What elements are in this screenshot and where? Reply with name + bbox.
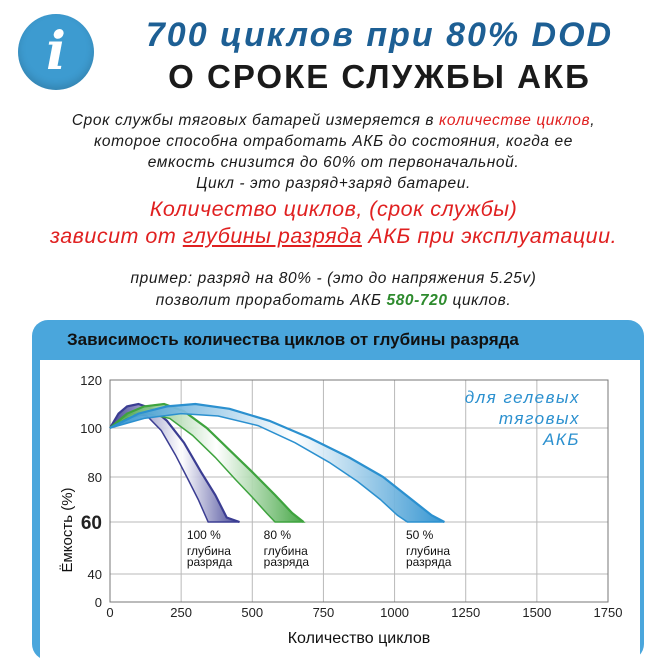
- series-label-depth: глубина: [187, 544, 231, 558]
- series-label-discharge: разряда: [406, 555, 452, 569]
- x-tick-label: 1750: [594, 605, 623, 620]
- headline-battery-life: О СРОКЕ СЛУЖБЫ АКБ: [168, 58, 591, 95]
- y-tick-label: 80: [88, 470, 102, 485]
- series-upper-line-2: [109, 402, 445, 523]
- cycles-highlight: количестве циклов: [438, 112, 591, 129]
- x-axis-label: Количество циклов: [288, 630, 431, 647]
- x-tick-label: 1500: [522, 605, 551, 620]
- y-tick-label: 40: [88, 567, 102, 582]
- description-line-2: которое способна отработать АКБ до состо…: [94, 133, 573, 150]
- x-tick-label: 750: [313, 605, 335, 620]
- series-label-discharge: разряда: [187, 555, 233, 569]
- gel-battery-annotation: тяговых: [499, 409, 580, 428]
- y-axis-label: Ёмкость (%): [59, 487, 76, 572]
- highlight-line-2: зависит от глубины разряда АКБ при экспл…: [49, 224, 618, 248]
- x-tick-label: 0: [106, 605, 113, 620]
- x-tick-label: 1000: [380, 605, 409, 620]
- chart-title: Зависимость количества циклов от глубины…: [67, 330, 519, 349]
- example-line-2: позволит проработать АКБ 580-720 циклов.: [155, 292, 512, 309]
- series-upper-line-0: [109, 402, 240, 524]
- info-icon: i: [18, 14, 94, 90]
- description-line-1: Срок службы тяговых батарей измеряется в…: [71, 112, 596, 129]
- description-text: Срок службы тяговых батарей измеряется в…: [0, 110, 667, 194]
- depth-of-discharge-underlined: глубины разряда: [182, 224, 362, 248]
- series-upper-line-1: [109, 402, 305, 523]
- series-label-percent: 100 %: [187, 528, 221, 542]
- y-tick-label: 60: [81, 513, 102, 534]
- series-label-percent: 80 %: [264, 528, 292, 542]
- info-glyph: i: [46, 21, 66, 82]
- gel-battery-annotation: для гелевых: [465, 388, 580, 407]
- series-label-discharge: разряда: [264, 555, 310, 569]
- x-tick-label: 1250: [451, 605, 480, 620]
- highlight-line-1: Количество циклов, (срок службы): [149, 197, 518, 221]
- series-label-percent: 50 %: [406, 528, 434, 542]
- highlight-text: Количество циклов, (срок службы) зависит…: [0, 196, 667, 250]
- y-tick-label: 120: [80, 373, 102, 388]
- x-tick-label: 500: [241, 605, 263, 620]
- x-tick-label: 250: [170, 605, 192, 620]
- series-label-depth: глубина: [406, 544, 450, 558]
- series-label-depth: глубина: [264, 544, 308, 558]
- example-text: пример: разряд на 80% - (это до напряжен…: [0, 268, 667, 312]
- plot-frame: [109, 379, 609, 603]
- headline-cycles: 700 циклов при 80% DOD: [145, 16, 614, 54]
- description-line-4: Цикл - это разряд+заряд батареи.: [196, 175, 471, 192]
- cycles-range: 580-720: [386, 292, 448, 309]
- description-line-3: емкость снизится до 60% от первоначально…: [147, 154, 520, 171]
- example-line-1: пример: разряд на 80% - (это до напряжен…: [130, 270, 537, 287]
- y-tick-label: 100: [80, 421, 102, 436]
- gel-battery-annotation: АКБ: [542, 430, 580, 449]
- y-tick-label: 0: [95, 595, 102, 610]
